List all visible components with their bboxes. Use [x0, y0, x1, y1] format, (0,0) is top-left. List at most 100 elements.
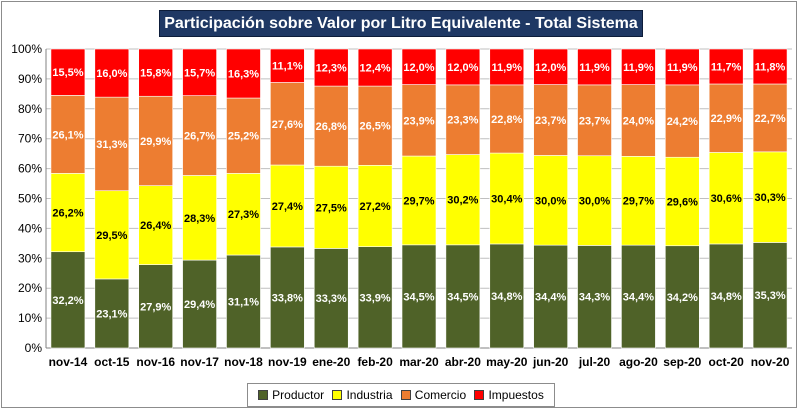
- data-label-comercio: 26,5%: [360, 121, 391, 133]
- legend-label-impuestos: Impuestos: [488, 388, 544, 402]
- y-tick-label: 60%: [18, 162, 42, 176]
- data-label-impuestos: 11,8%: [755, 61, 786, 73]
- bar-segment-industria: [621, 156, 656, 246]
- bar-segment-comercio: [270, 82, 305, 166]
- y-tick-label: 20%: [18, 281, 42, 295]
- x-tick-label: nov-18: [224, 355, 263, 369]
- legend-swatch-impuestos: [474, 390, 485, 400]
- legend-label-productor: Productor: [272, 388, 325, 402]
- bar-segment-impuestos: [226, 48, 261, 99]
- legend-swatch-industria: [332, 390, 343, 400]
- data-label-productor: 23,1%: [96, 308, 127, 320]
- bar-segment-comercio: [50, 95, 86, 174]
- data-label-industria: 30,0%: [535, 195, 566, 207]
- data-label-productor: 34,5%: [403, 291, 434, 303]
- legend-item-comercio: Comercio: [400, 388, 466, 402]
- data-label-productor: 33,8%: [272, 292, 303, 304]
- bar-segment-productor: [708, 243, 744, 349]
- x-tick-label: nov-20: [751, 355, 790, 369]
- x-tick-label: oct-20: [709, 355, 745, 369]
- bar-segment-productor: [182, 259, 217, 349]
- chart-title: Participación sobre Valor por Litro Equi…: [164, 14, 638, 32]
- data-label-productor: 34,8%: [711, 291, 742, 303]
- data-label-industria: 27,3%: [228, 209, 259, 221]
- legend-swatch-productor: [258, 390, 269, 400]
- legend-item-productor: Productor: [258, 388, 324, 402]
- x-tick-label: ago-20: [619, 355, 658, 369]
- bar-segment-comercio: [664, 84, 700, 158]
- y-tick-label: 70%: [18, 132, 42, 146]
- x-tick-label: oct-15: [94, 355, 130, 369]
- chart-title-box: Participación sobre Valor por Litro Equi…: [159, 10, 643, 37]
- legend-swatch-comercio: [400, 390, 411, 400]
- data-label-productor: 35,3%: [754, 290, 785, 302]
- x-tick-label: abr-20: [445, 355, 481, 369]
- bar-segment-impuestos: [182, 48, 217, 96]
- data-label-comercio: 22,8%: [491, 114, 522, 126]
- bar-segment-impuestos: [664, 48, 700, 86]
- data-label-comercio: 31,3%: [96, 139, 127, 151]
- data-label-impuestos: 16,0%: [96, 68, 127, 80]
- data-label-impuestos: 12,4%: [360, 63, 391, 75]
- data-label-impuestos: 11,9%: [623, 62, 654, 74]
- bar-segment-industria: [577, 155, 612, 246]
- data-label-comercio: 23,9%: [403, 115, 434, 127]
- bar-segment-industria: [270, 164, 305, 248]
- bar-segment-productor: [577, 245, 612, 349]
- x-tick-label: mar-20: [399, 355, 439, 369]
- data-label-comercio: 22,9%: [711, 113, 742, 125]
- y-tick-label: 0%: [25, 341, 43, 355]
- data-label-comercio: 25,2%: [228, 131, 259, 143]
- data-label-productor: 34,2%: [667, 292, 698, 304]
- data-label-productor: 33,9%: [360, 292, 391, 304]
- bar-segment-comercio: [533, 84, 568, 156]
- data-label-comercio: 24,2%: [667, 116, 698, 128]
- data-label-impuestos: 12,0%: [447, 62, 478, 74]
- bar-segment-productor: [489, 243, 525, 349]
- data-label-productor: 34,4%: [623, 292, 654, 304]
- bar-segment-comercio: [401, 84, 437, 157]
- data-label-impuestos: 11,1%: [272, 61, 303, 73]
- data-label-productor: 34,4%: [535, 292, 566, 304]
- bar-segment-industria: [489, 152, 525, 245]
- bar-segment-industria: [313, 165, 349, 249]
- bar-segment-industria: [182, 175, 217, 261]
- data-label-impuestos: 11,9%: [491, 62, 522, 74]
- x-tick-label: sep-20: [663, 355, 701, 369]
- x-tick-label: jul-20: [578, 355, 611, 369]
- data-label-industria: 29,7%: [403, 195, 434, 207]
- data-label-productor: 29,4%: [184, 299, 215, 311]
- data-label-productor: 27,9%: [140, 301, 171, 313]
- data-label-comercio: 22,7%: [754, 113, 785, 125]
- bar-segment-industria: [533, 155, 568, 246]
- bar-segment-productor: [357, 246, 393, 349]
- bar-segment-impuestos: [489, 48, 525, 86]
- bar-segment-comercio: [226, 97, 261, 174]
- bar-segment-comercio: [313, 85, 349, 167]
- data-label-comercio: 29,9%: [140, 136, 171, 148]
- y-tick-label: 100%: [11, 42, 42, 56]
- y-tick-label: 40%: [18, 221, 42, 235]
- bar-segment-productor: [752, 242, 788, 349]
- bar-segment-impuestos: [357, 48, 393, 87]
- data-label-industria: 30,3%: [754, 192, 785, 204]
- bar-segment-impuestos: [401, 48, 437, 85]
- bar-segment-productor: [226, 254, 261, 349]
- bar-segment-productor: [94, 278, 130, 349]
- data-label-industria: 26,4%: [140, 220, 171, 232]
- data-label-industria: 29,5%: [96, 230, 127, 242]
- data-label-industria: 29,7%: [623, 196, 654, 208]
- bar-segment-impuestos: [94, 48, 130, 98]
- data-label-industria: 29,6%: [667, 196, 698, 208]
- data-label-productor: 34,8%: [491, 291, 522, 303]
- data-label-comercio: 26,8%: [316, 121, 347, 133]
- bar-segment-industria: [401, 155, 437, 246]
- bar-segment-impuestos: [752, 48, 788, 85]
- data-label-impuestos: 11,9%: [579, 62, 610, 74]
- bar-segment-comercio: [708, 83, 744, 153]
- bar-segment-impuestos: [577, 48, 612, 86]
- bar-segment-industria: [445, 154, 481, 246]
- y-tick-label: 90%: [18, 72, 42, 86]
- data-label-industria: 27,5%: [316, 202, 347, 214]
